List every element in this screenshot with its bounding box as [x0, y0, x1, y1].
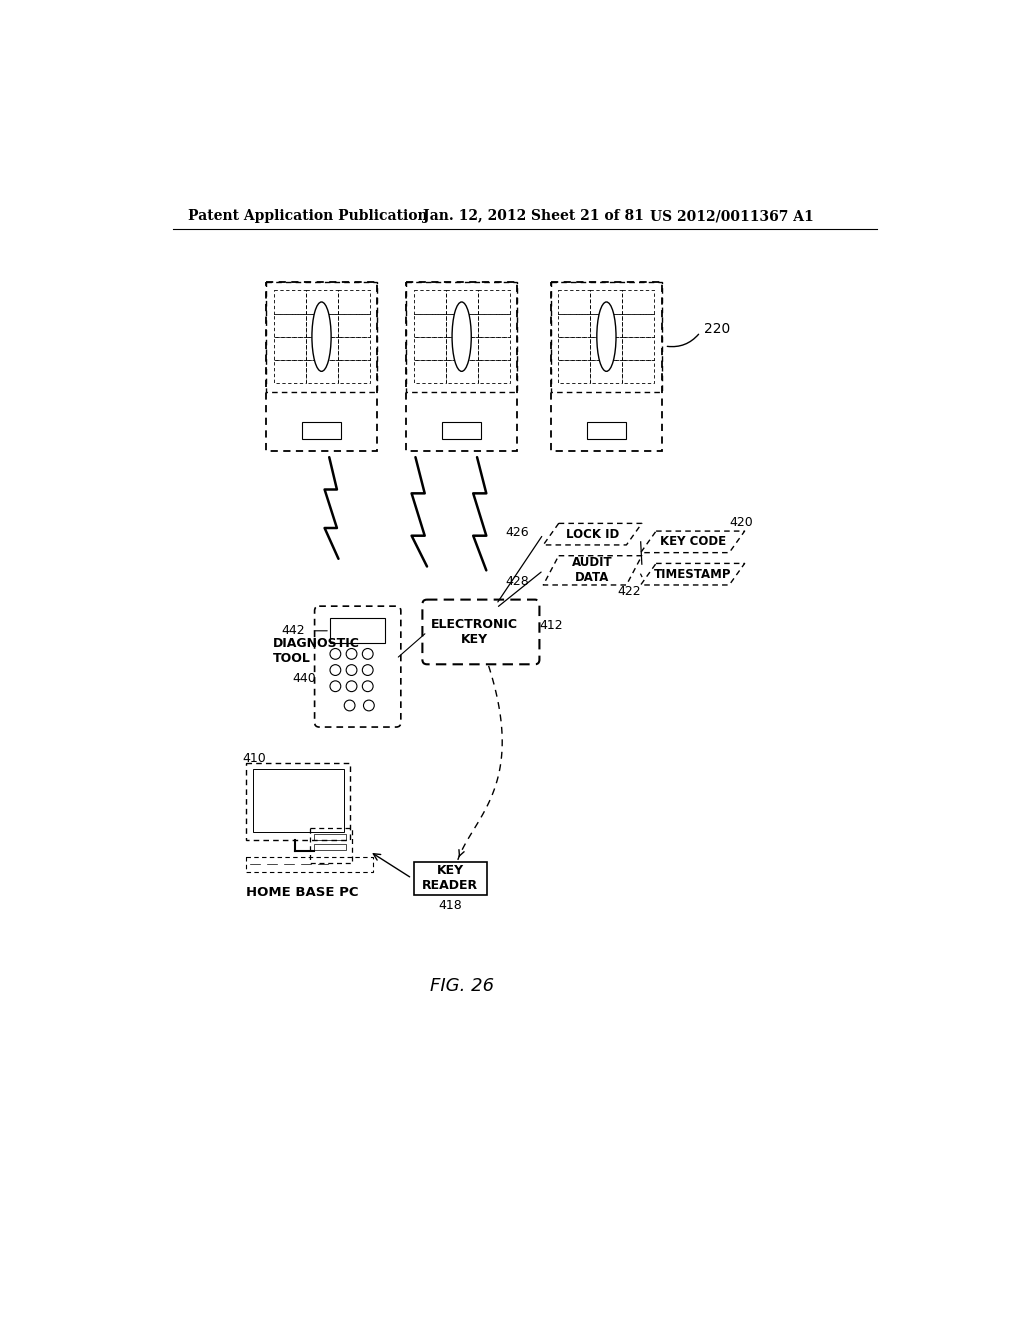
Text: 440: 440	[292, 672, 316, 685]
Bar	[302, 422, 341, 440]
Bar	[305, 337, 338, 360]
Text: 442: 442	[282, 624, 305, 638]
Bar	[305, 314, 338, 337]
Text: TIMESTAMP: TIMESTAMP	[654, 568, 731, 581]
Bar	[338, 314, 370, 337]
Text: FIG. 26: FIG. 26	[430, 977, 494, 995]
Text: 418: 418	[438, 899, 462, 912]
Text: Patent Application Publication: Patent Application Publication	[188, 209, 428, 223]
Text: Jan. 12, 2012: Jan. 12, 2012	[423, 209, 526, 223]
Bar	[551, 281, 663, 451]
Bar	[477, 360, 510, 383]
Ellipse shape	[312, 302, 331, 371]
Bar	[558, 290, 591, 314]
Text: ELECTRONIC
KEY: ELECTRONIC KEY	[431, 618, 518, 645]
Bar	[310, 829, 352, 863]
Text: HOME BASE PC: HOME BASE PC	[246, 886, 358, 899]
Text: 410: 410	[243, 752, 266, 766]
Text: Sheet 21 of 81: Sheet 21 of 81	[531, 209, 644, 223]
Bar	[273, 360, 305, 383]
Bar	[445, 314, 477, 337]
Bar	[406, 281, 517, 451]
Bar	[406, 281, 517, 392]
Bar	[558, 314, 591, 337]
Text: 428: 428	[506, 574, 529, 587]
Bar	[445, 290, 477, 314]
Ellipse shape	[597, 302, 616, 371]
Ellipse shape	[452, 302, 471, 371]
Bar	[477, 314, 510, 337]
Bar	[477, 290, 510, 314]
Text: 422: 422	[617, 585, 641, 598]
Bar	[445, 360, 477, 383]
Text: 220: 220	[705, 322, 730, 337]
Bar	[330, 619, 385, 643]
Bar	[591, 337, 623, 360]
Bar	[338, 290, 370, 314]
Bar	[414, 314, 445, 337]
Bar	[591, 290, 623, 314]
Bar	[313, 843, 346, 850]
Bar	[558, 360, 591, 383]
Bar	[414, 360, 445, 383]
Bar	[591, 360, 623, 383]
Bar	[273, 314, 305, 337]
Bar	[623, 360, 654, 383]
Bar	[591, 314, 623, 337]
Bar	[623, 290, 654, 314]
Text: DIAGNOSTIC
TOOL: DIAGNOSTIC TOOL	[273, 638, 359, 665]
Text: AUDIT
DATA: AUDIT DATA	[572, 556, 613, 585]
Bar	[247, 763, 350, 840]
Bar	[265, 281, 378, 392]
Bar	[587, 422, 626, 440]
Bar	[305, 290, 338, 314]
Bar	[265, 281, 378, 451]
Bar	[338, 360, 370, 383]
Text: KEY CODE: KEY CODE	[659, 536, 726, 548]
Bar	[414, 337, 445, 360]
Bar	[338, 337, 370, 360]
Bar	[313, 834, 346, 840]
Bar	[273, 337, 305, 360]
Bar	[273, 290, 305, 314]
Text: 420: 420	[729, 516, 753, 529]
Bar	[305, 360, 338, 383]
Bar	[445, 337, 477, 360]
Text: KEY
READER: KEY READER	[422, 865, 478, 892]
Bar	[551, 281, 663, 392]
Bar	[442, 422, 481, 440]
Bar	[623, 337, 654, 360]
Bar	[414, 290, 445, 314]
FancyBboxPatch shape	[422, 599, 540, 664]
Bar	[414, 862, 486, 895]
Bar	[247, 857, 374, 873]
Bar	[623, 314, 654, 337]
Bar	[477, 337, 510, 360]
Bar	[253, 770, 344, 832]
Text: 412: 412	[540, 619, 563, 632]
Text: 426: 426	[506, 527, 529, 539]
Text: LOCK ID: LOCK ID	[566, 528, 620, 541]
Bar	[558, 337, 591, 360]
FancyBboxPatch shape	[314, 606, 400, 727]
Text: US 2012/0011367 A1: US 2012/0011367 A1	[650, 209, 814, 223]
